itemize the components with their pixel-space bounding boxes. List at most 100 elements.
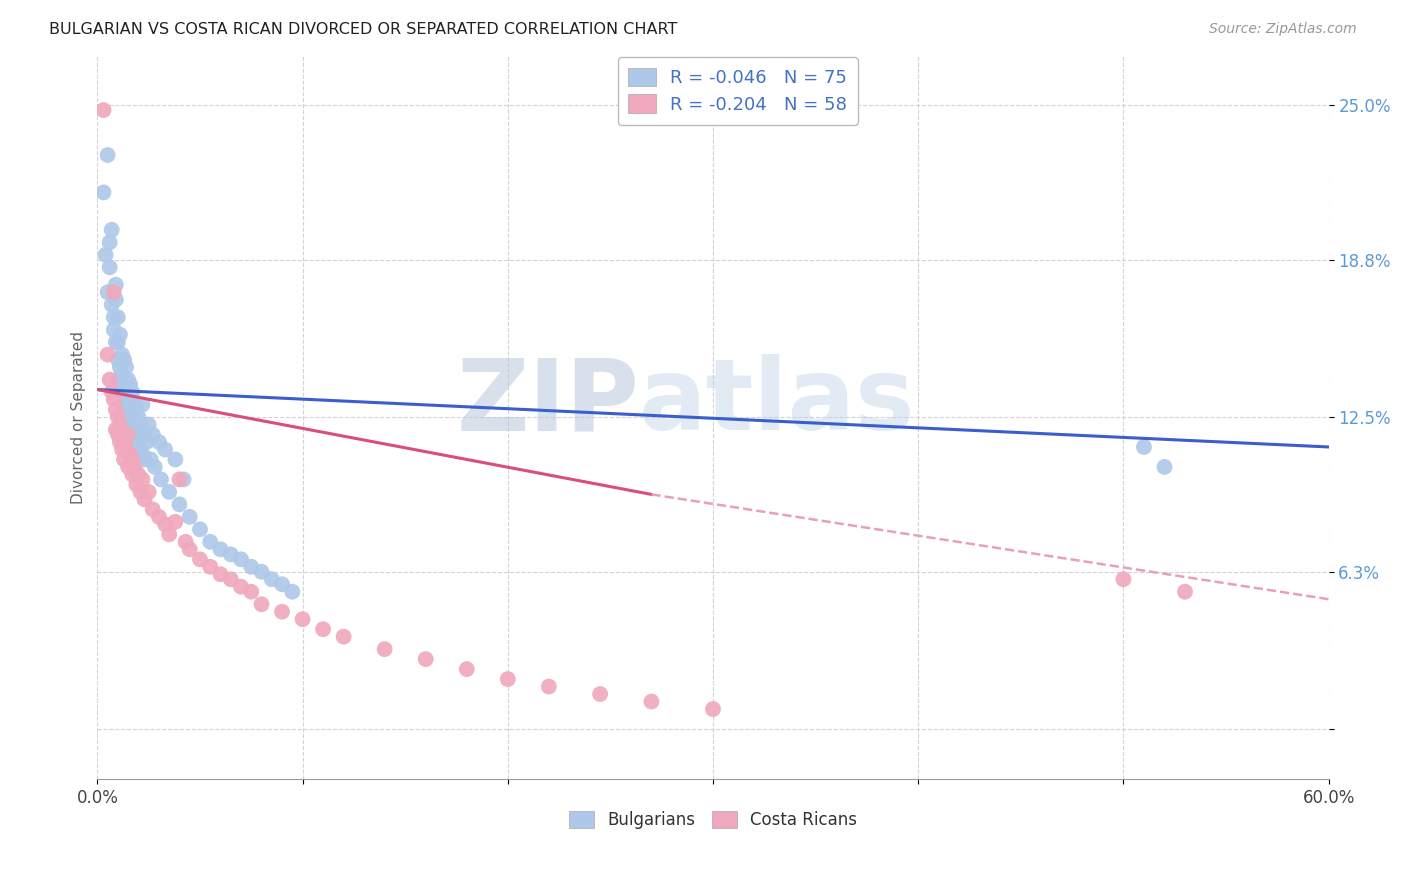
Point xyxy=(179,542,201,557)
Text: ZIP: ZIP xyxy=(457,354,640,451)
Point xyxy=(179,509,201,524)
Point xyxy=(135,435,157,450)
Legend: Bulgarians, Costa Ricans: Bulgarians, Costa Ricans xyxy=(562,805,863,836)
Point xyxy=(108,327,131,342)
Point xyxy=(219,547,242,561)
Point xyxy=(1153,459,1175,474)
Point xyxy=(104,277,127,292)
Point xyxy=(93,103,115,117)
Point xyxy=(139,452,162,467)
Point xyxy=(117,427,139,442)
Point xyxy=(332,630,354,644)
Point xyxy=(271,605,294,619)
Point xyxy=(142,427,165,442)
Point xyxy=(124,423,146,437)
Point xyxy=(107,410,129,425)
Point xyxy=(107,335,129,350)
Point xyxy=(229,580,252,594)
Point xyxy=(120,423,142,437)
Point xyxy=(148,435,170,450)
Point xyxy=(240,584,263,599)
Point xyxy=(209,567,232,582)
Point xyxy=(120,402,142,417)
Y-axis label: Divorced or Separated: Divorced or Separated xyxy=(72,331,86,503)
Point xyxy=(589,687,612,701)
Point xyxy=(100,223,122,237)
Point xyxy=(104,423,127,437)
Point xyxy=(104,293,127,307)
Point xyxy=(1112,572,1135,586)
Point xyxy=(103,392,125,407)
Point xyxy=(209,542,232,557)
Point xyxy=(1133,440,1156,454)
Point xyxy=(200,534,222,549)
Point xyxy=(103,285,125,300)
Point xyxy=(250,565,273,579)
Point xyxy=(115,442,138,457)
Point xyxy=(165,452,187,467)
Point xyxy=(100,298,122,312)
Point xyxy=(229,552,252,566)
Point xyxy=(127,410,149,425)
Point xyxy=(121,385,143,400)
Point xyxy=(125,402,148,417)
Point xyxy=(200,559,222,574)
Point xyxy=(108,385,131,400)
Point xyxy=(94,248,117,262)
Point xyxy=(117,373,139,387)
Text: Source: ZipAtlas.com: Source: ZipAtlas.com xyxy=(1209,22,1357,37)
Point xyxy=(188,522,211,536)
Point xyxy=(111,368,134,382)
Point xyxy=(120,447,142,461)
Point xyxy=(112,435,135,450)
Point xyxy=(640,694,662,708)
Point xyxy=(129,442,152,457)
Point xyxy=(129,417,152,432)
Point xyxy=(125,427,148,442)
Point xyxy=(169,472,191,486)
Point xyxy=(165,515,187,529)
Point xyxy=(111,348,134,362)
Point xyxy=(107,352,129,367)
Point xyxy=(104,335,127,350)
Point xyxy=(97,285,120,300)
Point xyxy=(108,417,131,432)
Point xyxy=(107,427,129,442)
Point xyxy=(131,447,153,461)
Point xyxy=(121,435,143,450)
Point xyxy=(153,442,176,457)
Point xyxy=(291,612,314,626)
Point xyxy=(174,534,197,549)
Point xyxy=(143,459,166,474)
Point xyxy=(97,148,120,162)
Point xyxy=(131,398,153,412)
Point xyxy=(138,484,160,499)
Point xyxy=(260,572,283,586)
Point xyxy=(157,527,180,541)
Point xyxy=(107,310,129,325)
Point xyxy=(120,377,142,392)
Point xyxy=(129,484,152,499)
Point xyxy=(98,235,121,250)
Point xyxy=(121,452,143,467)
Point xyxy=(121,467,143,482)
Point xyxy=(127,467,149,482)
Point xyxy=(98,260,121,275)
Point xyxy=(271,577,294,591)
Point xyxy=(111,442,134,457)
Point xyxy=(157,484,180,499)
Point xyxy=(131,472,153,486)
Point xyxy=(112,352,135,367)
Point xyxy=(219,572,242,586)
Point xyxy=(112,377,135,392)
Text: BULGARIAN VS COSTA RICAN DIVORCED OR SEPARATED CORRELATION CHART: BULGARIAN VS COSTA RICAN DIVORCED OR SEP… xyxy=(49,22,678,37)
Point xyxy=(153,517,176,532)
Point xyxy=(134,427,156,442)
Point xyxy=(134,452,156,467)
Point xyxy=(537,680,560,694)
Point xyxy=(415,652,437,666)
Point xyxy=(131,423,153,437)
Point xyxy=(98,373,121,387)
Point xyxy=(281,584,304,599)
Point xyxy=(1174,584,1197,599)
